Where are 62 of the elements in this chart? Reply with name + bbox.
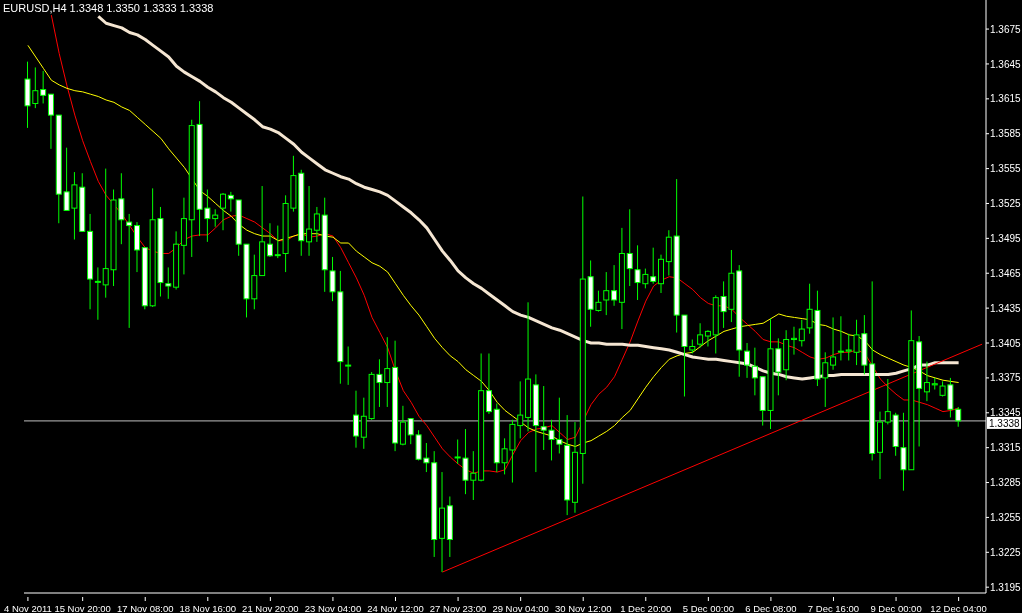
x-tick-label: 9 Dec 00:00 (870, 603, 922, 613)
y-tick-label: 1.3675 (990, 23, 1022, 35)
candlestick (744, 342, 751, 379)
x-tick-label: 24 Nov 12:00 (367, 603, 424, 613)
candlestick (399, 405, 406, 446)
candlestick (126, 213, 133, 329)
y-tick-label: 1.3255 (990, 511, 1022, 523)
x-tick-label: 23 Nov 04:00 (304, 603, 362, 613)
candlestick (227, 191, 234, 213)
line-series (96, 14, 961, 381)
y-tick-label: 1.3615 (990, 93, 1022, 105)
y-tick-label: 1.3345 (990, 407, 1022, 419)
x-tick-label: 30 Nov 12:00 (554, 603, 612, 613)
x-tick-label: 4 Nov 2011 (3, 603, 52, 613)
x-tick-label: 18 Nov 16:00 (179, 603, 237, 613)
y-tick-label: 1.3645 (990, 58, 1022, 70)
candlestick (266, 222, 273, 258)
y-tick-label: 1.3465 (990, 267, 1022, 279)
candlestick (345, 346, 352, 386)
x-tick-label: 29 Nov 04:00 (492, 603, 549, 613)
candlestick (830, 316, 837, 371)
candlestick (626, 208, 633, 287)
candlestick (485, 352, 492, 415)
x-tick-label: 7 Dec 16:00 (807, 603, 860, 613)
x-tick-label: 6 Dec 08:00 (745, 603, 797, 613)
candlestick (603, 271, 610, 316)
candlestick (47, 93, 54, 150)
candlestick (274, 225, 281, 259)
candlestick (94, 266, 101, 321)
x-tick-label: 15 Nov 20:00 (54, 603, 111, 613)
candlestick (751, 347, 758, 396)
y-tick-label: 1.3285 (990, 477, 1022, 489)
candlestick (313, 206, 320, 243)
candlestick (165, 266, 172, 300)
candlestick (790, 326, 797, 356)
x-tick-label: 21 Nov 20:00 (242, 603, 299, 613)
y-tick-label: 1.3525 (990, 198, 1022, 210)
x-tick-label: 17 Nov 08:00 (116, 603, 174, 613)
candlestick (704, 329, 711, 347)
candlestick (837, 315, 844, 361)
y-tick-label: 1.3315 (990, 442, 1022, 454)
candlestick (923, 361, 930, 402)
y-tick-label: 1.3225 (990, 546, 1022, 558)
candlestick (697, 322, 704, 349)
y-tick-label: 1.3195 (990, 581, 1022, 593)
ref-line-label: 1.3338 (989, 417, 1021, 429)
candlestick (306, 185, 313, 257)
candlestick (40, 70, 47, 104)
x-tick-label: 12 Dec 04:00 (930, 603, 987, 613)
chart-title: EURUSD,H4 1.3348 1.3350 1.3333 1.3338 (3, 2, 214, 14)
x-tick-label: 27 Nov 23:00 (429, 603, 487, 613)
y-tick-label: 1.3555 (990, 163, 1022, 175)
y-tick-label: 1.3585 (990, 128, 1022, 140)
y-tick-label: 1.3435 (990, 302, 1022, 314)
candlestick (352, 390, 359, 449)
x-tick-label: 5 Dec 00:00 (682, 603, 734, 613)
x-tick-label: 1 Dec 20:00 (620, 603, 672, 613)
candlestick (611, 264, 618, 307)
y-tick-label: 1.3495 (990, 232, 1022, 244)
candlestick (220, 192, 227, 231)
y-tick-label: 1.3375 (990, 372, 1022, 384)
y-tick-label: 1.3405 (990, 337, 1022, 349)
